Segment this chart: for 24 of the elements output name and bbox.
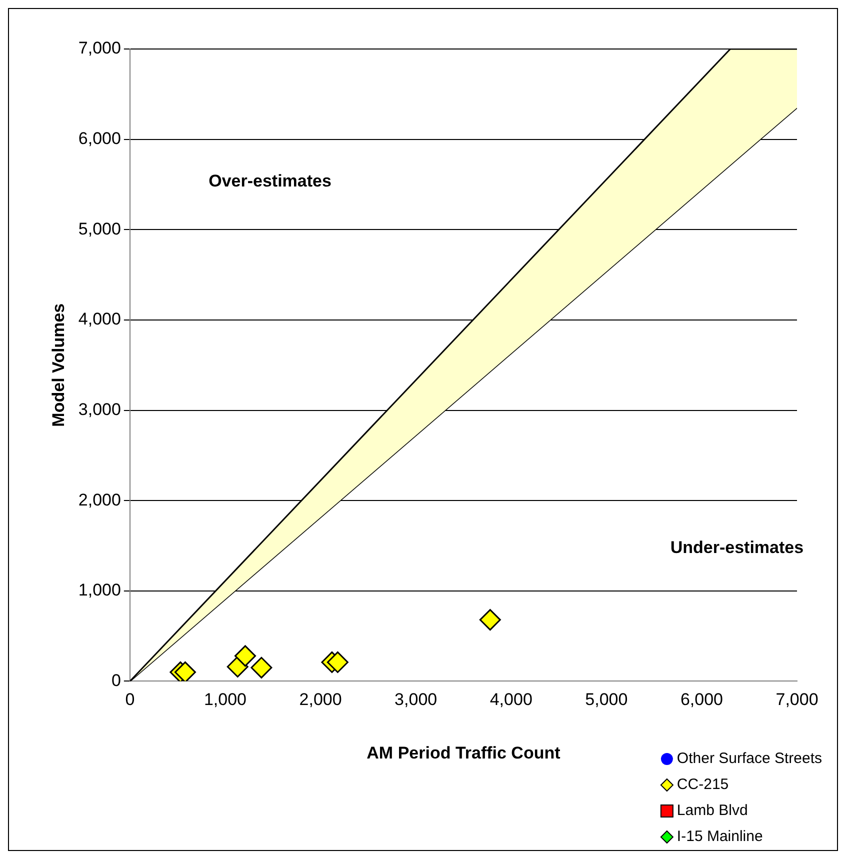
annotation: Under-estimates [670,538,804,558]
x-tick-label: 6,000 [680,690,723,710]
x-tick-label: 2,000 [299,690,342,710]
x-tick-label: 1,000 [204,690,247,710]
x-tick-label: 7,000 [776,690,818,710]
y-tick-label: 4,000 [78,310,121,329]
y-tick-label: 1,000 [78,580,121,600]
legend-label: I-15 Mainline [676,828,763,846]
x-tick-label: 4,000 [490,690,532,710]
x-tick-label: 0 [125,690,135,710]
legend-label: Other Surface Streets [676,750,822,768]
annotation: Over-estimates [208,171,332,190]
x-axis-title: AM Period Traffic Count [366,743,561,762]
legend-label: CC-215 [676,776,729,794]
y-tick-label: 2,000 [78,490,121,510]
y-tick-label: 6,000 [78,129,121,148]
x-tick-label: 5,000 [585,690,628,710]
y-tick-label: 3,000 [78,400,121,419]
y-tick-label: 5,000 [78,219,121,238]
y-axis-title: Model Volumes [48,303,68,427]
x-tick-label: 3,000 [394,690,438,710]
y-tick-label: 0 [111,670,121,690]
y-tick-label: 7,000 [78,38,121,58]
legend-label: Lamb Blvd [676,802,748,820]
